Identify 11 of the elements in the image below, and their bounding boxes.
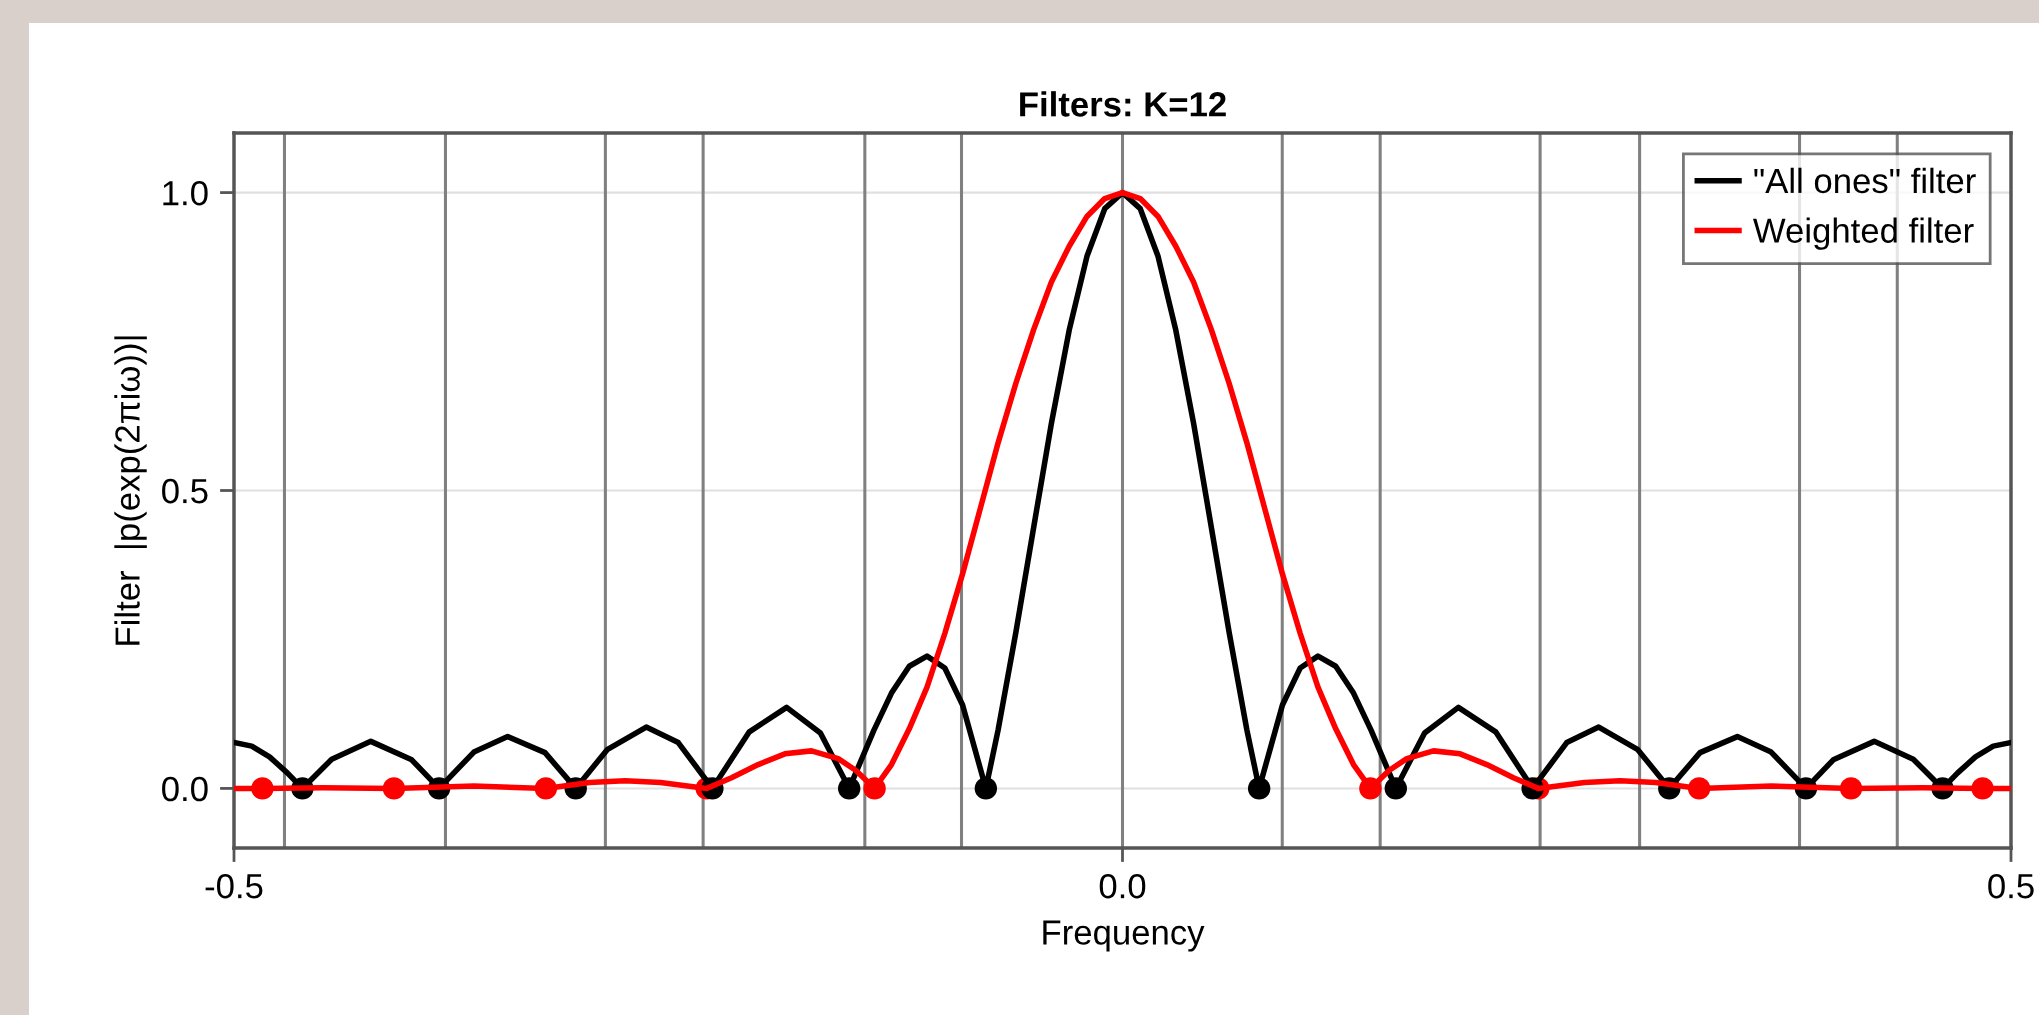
- x-tick-label: -0.5: [205, 873, 263, 899]
- y-tick-label: 1.0: [163, 180, 208, 206]
- y-tick-label: 0.5: [162, 478, 208, 504]
- y-tick-label: 0.0: [162, 776, 208, 802]
- legend-label: "All ones" filter: [1754, 167, 1976, 194]
- chart-title: Filters: K=12: [1020, 91, 1226, 117]
- x-axis-title: Frequency: [1043, 920, 1205, 952]
- x-tick-label: 0.0: [1099, 873, 1146, 899]
- x-tick-label: 0.5: [1988, 873, 2034, 899]
- legend-label: Weighted filter: [1753, 217, 1974, 250]
- y-axis-title: Filter |p(exp(2πiω))|: [114, 336, 147, 645]
